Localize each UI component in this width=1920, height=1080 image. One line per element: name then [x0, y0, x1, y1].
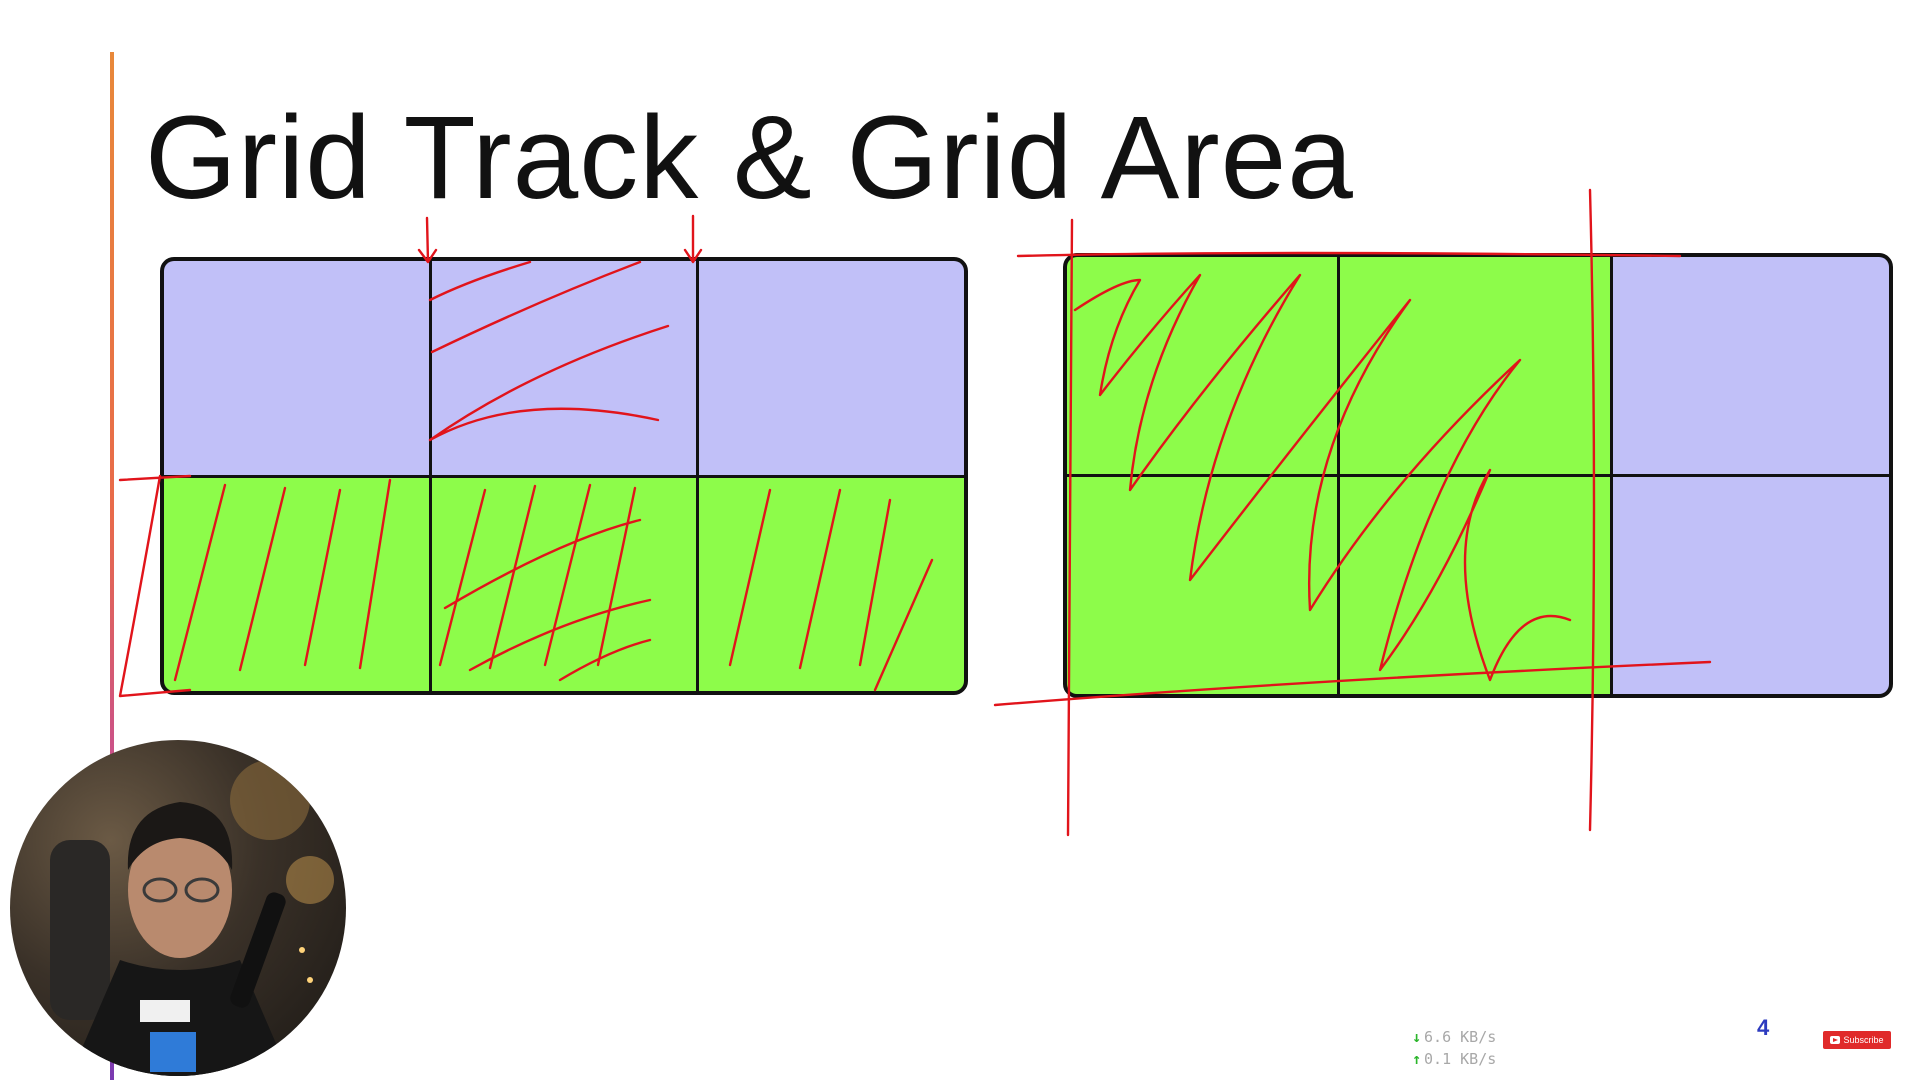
grid-cell [1067, 257, 1337, 474]
upload-rate: ↑ 0.1 KB/s [1412, 1050, 1497, 1068]
grid-cell [1067, 477, 1337, 694]
network-stats: ↓ 6.6 KB/s ↑ 0.1 KB/s [1412, 1026, 1496, 1070]
youtube-play-icon [1830, 1036, 1841, 1044]
grid-cell [1613, 477, 1889, 694]
download-rate: ↓ 6.6 KB/s [1412, 1028, 1497, 1046]
grid-cell [431, 477, 697, 691]
grid-cell [431, 261, 697, 475]
grid-cell [699, 261, 964, 475]
grid-cell [164, 477, 429, 691]
grid-cell [164, 261, 429, 475]
subscribe-button[interactable]: Subscribe [1823, 1031, 1891, 1049]
presenter-avatar [50, 760, 334, 1076]
grid-cell [1613, 257, 1889, 474]
accent-line [110, 52, 114, 1080]
down-arrow-icon: ↓ [1412, 1028, 1422, 1046]
grid-cell [1340, 257, 1610, 474]
presenter-webcam [10, 740, 346, 1076]
subscribe-label: Subscribe [1843, 1035, 1884, 1045]
grid-cell [699, 477, 964, 691]
page-number: 4 [1757, 1015, 1770, 1040]
slide-title: Grid Track & Grid Area [145, 92, 1354, 224]
grid-track-diagram [160, 257, 968, 695]
up-arrow-icon: ↑ [1412, 1050, 1422, 1068]
grid-area-diagram [1063, 253, 1893, 698]
grid-cell [1340, 477, 1610, 694]
